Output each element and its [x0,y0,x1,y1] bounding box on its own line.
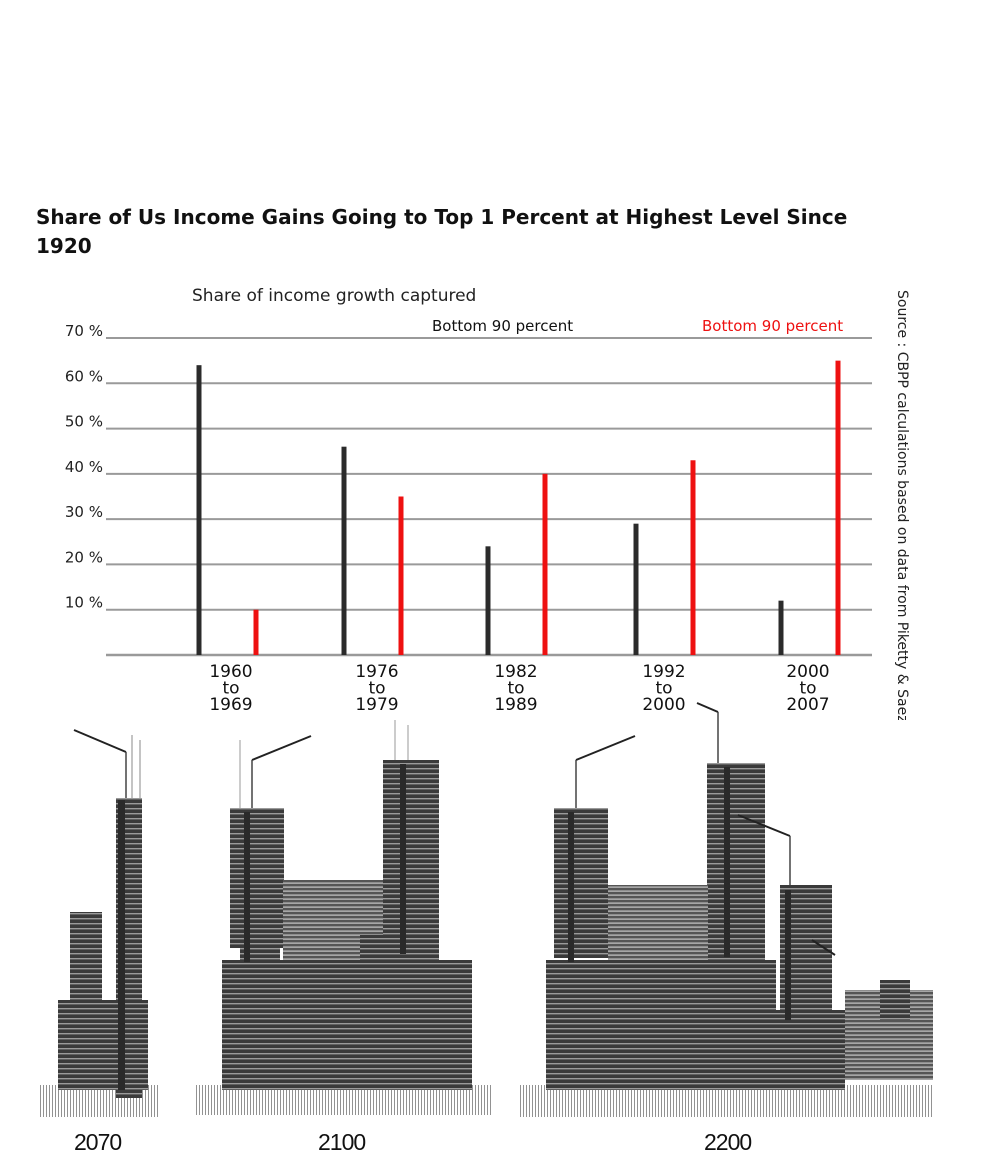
bar [633,523,639,655]
x-tick-label: 2000 [786,662,829,682]
x-tick-label: 1979 [355,695,398,715]
x-tick-label: 1976 [355,662,398,682]
bar [778,600,784,655]
y-axis-ticks: 10 % 20 % 30 % 40 % 50 % 60 % 70 % [65,322,103,612]
illustration-label-2070: 2070 [74,1129,121,1155]
y-tick-label: 40 % [65,458,103,476]
bar [253,609,259,655]
legend-series-2: Bottom 90 percent [702,317,843,335]
x-tick-label: to [507,679,524,699]
x-axis-labels: 1960to19691976to19791982to19891992to2000… [209,662,829,715]
bar [341,446,347,655]
illustration-label-2100: 2100 [318,1129,365,1155]
y-tick-label: 20 % [65,548,103,566]
bar [398,496,404,655]
bar [542,473,548,655]
chart-subtitle: Share of income growth captured [192,286,476,306]
x-tick-label: to [799,679,816,699]
x-tick-label: 2007 [786,695,829,715]
source-note: Source : CBPP calculations based on data… [894,290,910,720]
y-tick-label: 10 % [65,594,103,612]
y-tick-label: 30 % [65,503,103,521]
bar [196,365,202,655]
city-cluster-2100 [195,720,491,1115]
x-tick-label: to [655,679,672,699]
chart-title: Share of Us Income Gains Going to Top 1 … [36,205,848,258]
y-tick-label: 50 % [65,413,103,431]
bar-chart: Share of income growth captured 10 % 20 %… [65,286,910,720]
legend-series-1: Bottom 90 percent [432,317,573,335]
x-tick-label: 1982 [494,662,537,682]
x-tick-label: to [222,679,239,699]
bar [485,546,491,655]
x-tick-label: 1989 [494,695,537,715]
bars [196,360,841,655]
x-tick-label: 2000 [642,695,685,715]
bar [690,460,696,655]
illustration-label-2200: 2200 [704,1129,751,1155]
x-tick-label: to [368,679,385,699]
city-cluster-2070 [40,729,158,1117]
bar [835,360,841,655]
y-tick-label: 60 % [65,367,103,385]
x-tick-label: 1969 [209,695,252,715]
x-tick-label: 1960 [209,662,252,682]
x-tick-label: 1992 [642,662,685,682]
y-tick-label: 70 % [65,322,103,340]
city-cluster-2200 [520,702,933,1117]
